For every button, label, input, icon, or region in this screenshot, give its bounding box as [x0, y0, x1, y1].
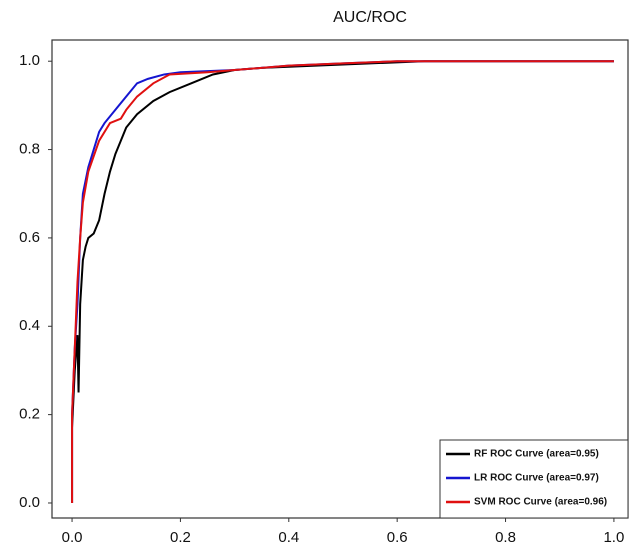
y-tick-label: 0.6 — [19, 229, 40, 246]
legend-label: SVM ROC Curve (area=0.96) — [474, 497, 607, 508]
roc-curve — [71, 60, 614, 503]
x-tick-label: 0.0 — [62, 529, 83, 546]
y-tick-label: 0.4 — [19, 317, 40, 334]
y-tick-label: 0.2 — [19, 406, 40, 423]
plot-frame — [51, 39, 629, 519]
roc-curve — [71, 60, 614, 503]
y-tick-label: 1.0 — [19, 52, 40, 69]
chart-title: AUC/ROC — [333, 9, 407, 26]
x-tick-label: 1.0 — [603, 529, 624, 546]
roc-curve — [71, 60, 614, 503]
legend-label: RF ROC Curve (area=0.95) — [474, 449, 599, 460]
x-tick-label: 0.2 — [170, 529, 191, 546]
y-tick-label: 0.0 — [19, 494, 40, 511]
legend-label: LR ROC Curve (area=0.97) — [474, 473, 599, 484]
legend-box — [439, 439, 629, 519]
x-tick-label: 0.4 — [278, 529, 299, 546]
x-tick-label: 0.8 — [495, 529, 516, 546]
y-tick-label: 0.8 — [19, 141, 40, 158]
x-tick-label: 0.6 — [387, 529, 408, 546]
